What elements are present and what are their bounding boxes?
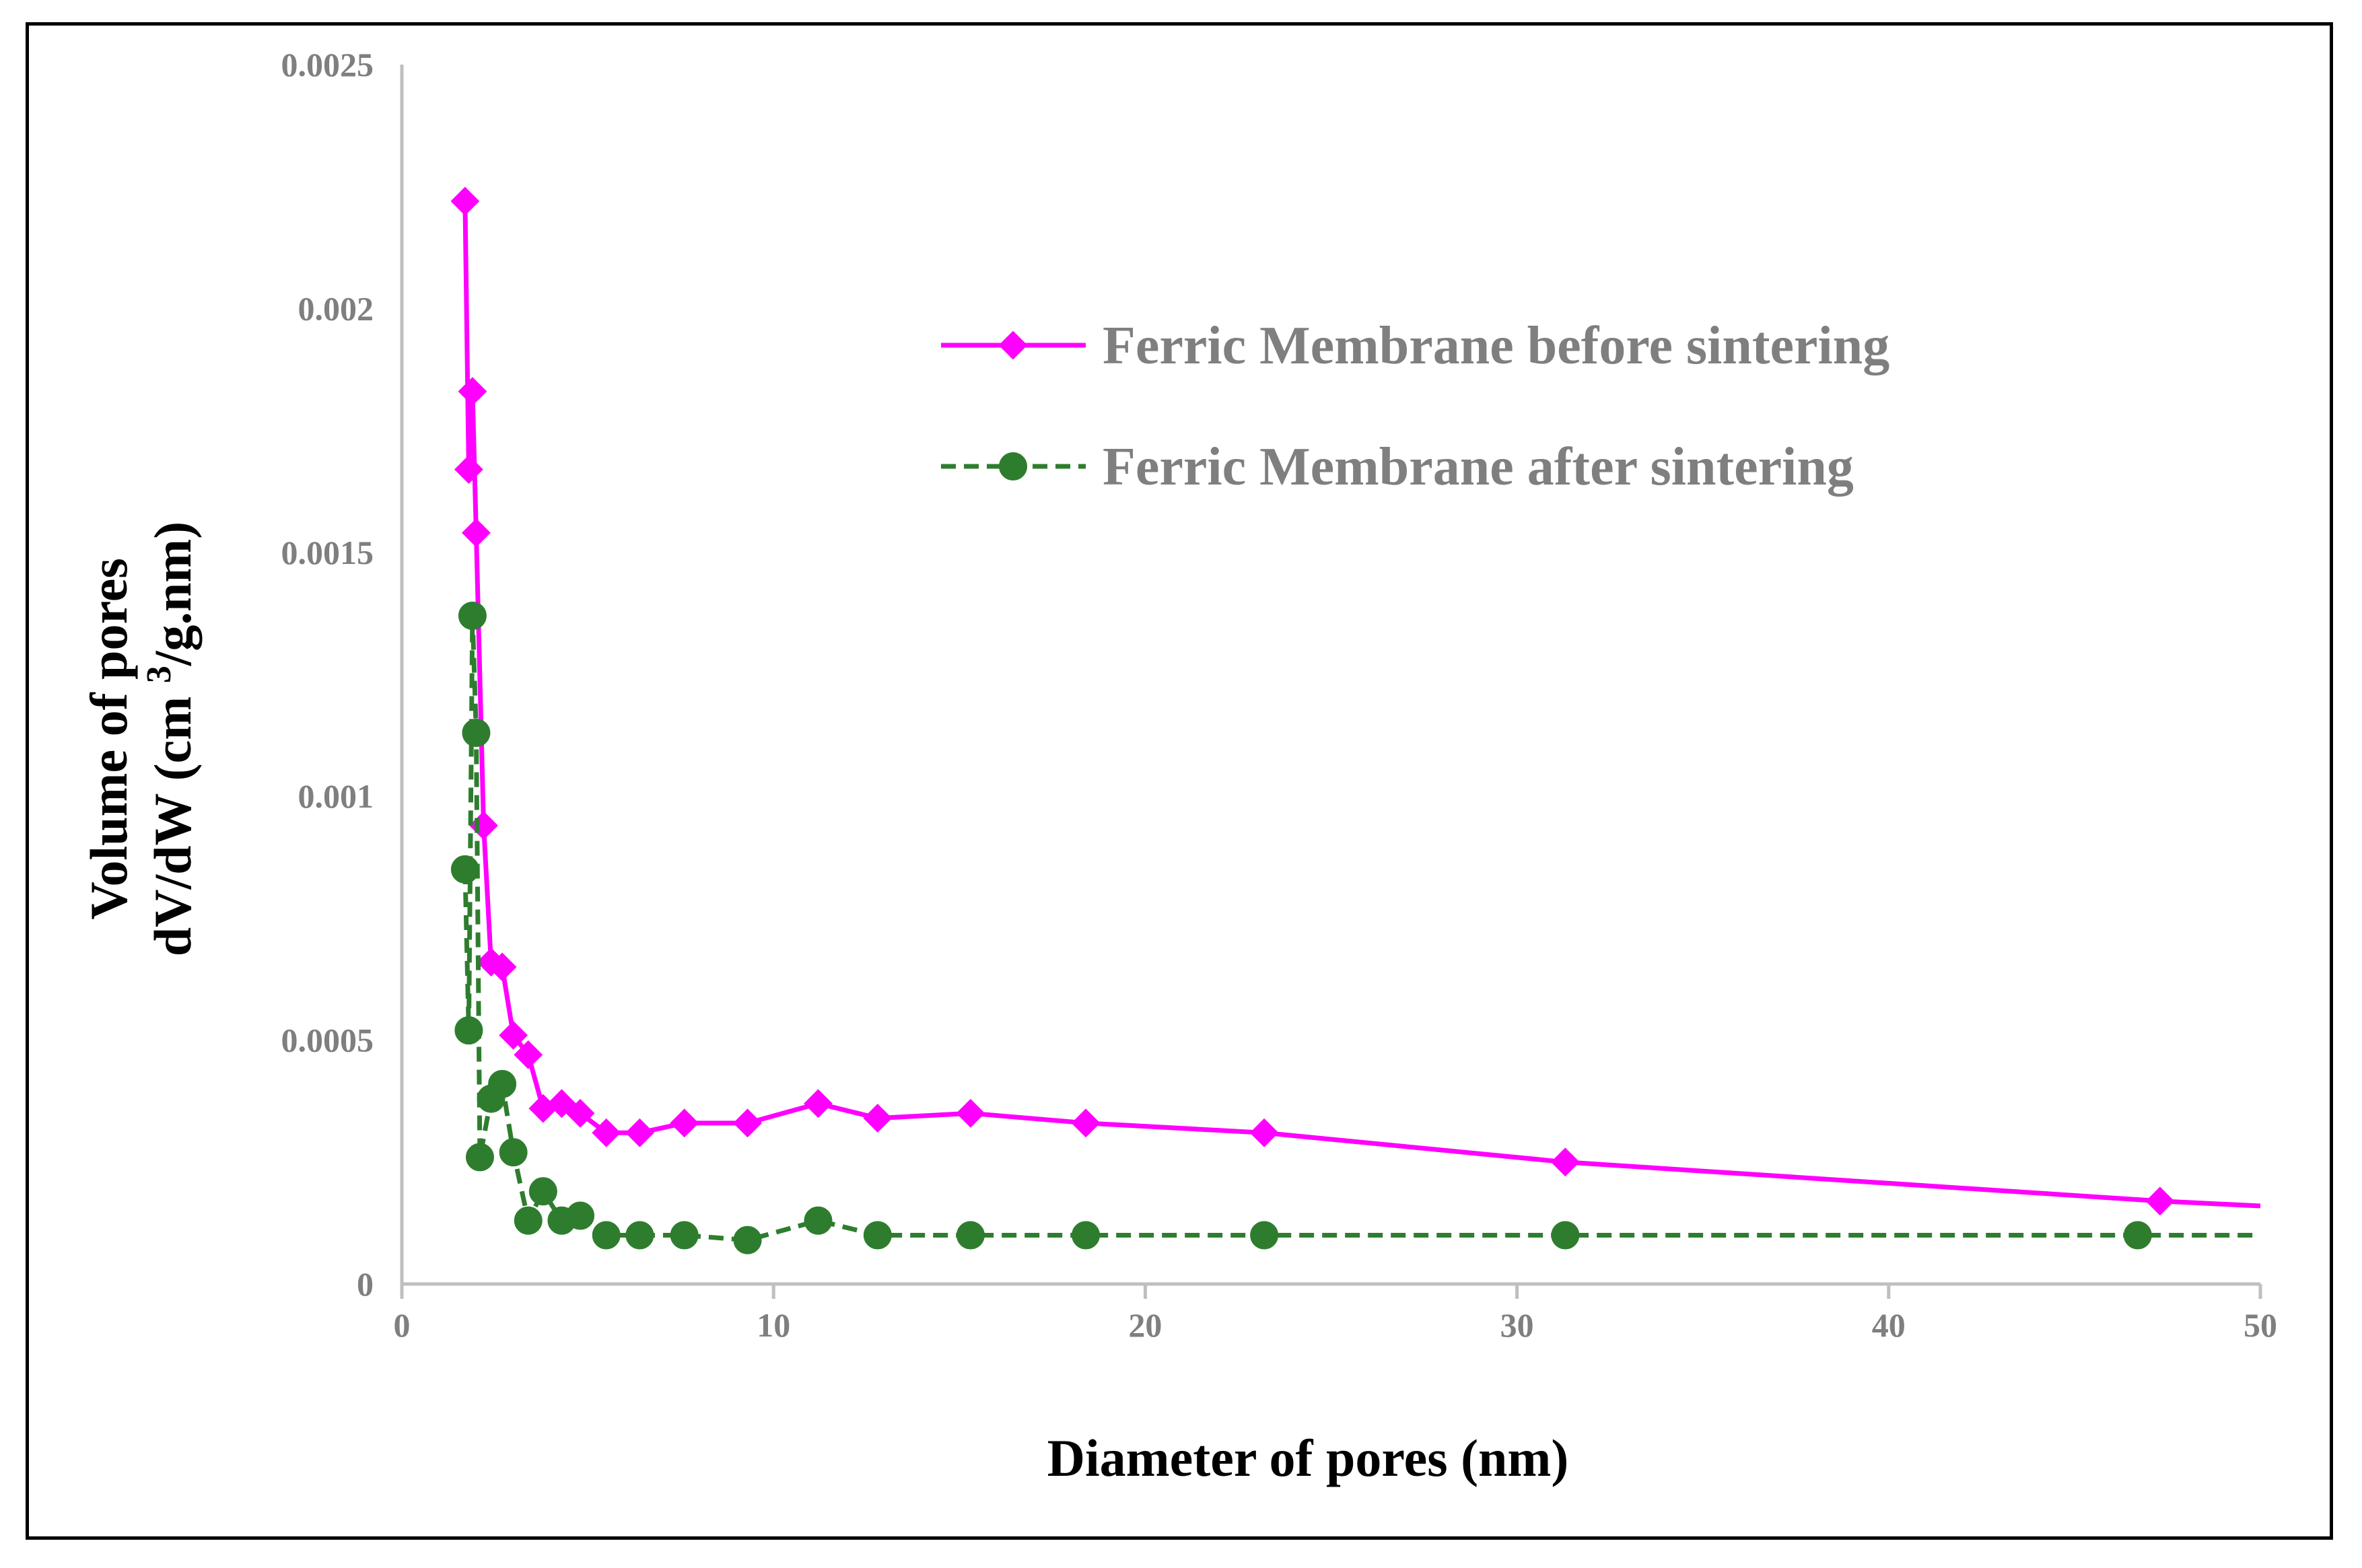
legend: Ferric Membrane before sintering Ferric M… <box>941 316 1889 497</box>
series-line <box>462 201 2261 1209</box>
data-point <box>1249 1118 1279 1147</box>
data-point <box>1072 1221 1101 1250</box>
data-point <box>487 952 517 982</box>
data-point <box>956 1098 985 1128</box>
series-layer <box>450 186 2261 1254</box>
legend-entry: Ferric Membrane after sintering <box>941 437 1854 497</box>
data-point <box>565 1098 595 1128</box>
data-point <box>592 1118 621 1147</box>
y-tick-label: 0.002 <box>298 289 374 327</box>
legend-swatch-marker <box>998 330 1028 360</box>
x-tick-label: 20 <box>1128 1306 1162 1344</box>
data-point <box>733 1108 762 1138</box>
data-point <box>2145 1186 2175 1216</box>
x-tick-label: 30 <box>1500 1306 1534 1344</box>
y-tick-label: 0 <box>357 1265 374 1303</box>
data-point <box>454 1016 483 1045</box>
data-point <box>566 1201 595 1230</box>
data-point <box>450 855 479 884</box>
data-point <box>863 1221 892 1250</box>
x-tick-label: 0 <box>394 1306 411 1344</box>
legend-entry: Ferric Membrane before sintering <box>941 316 1889 376</box>
series-before-sintering <box>450 186 2261 1216</box>
data-point <box>488 1069 517 1098</box>
data-point <box>454 455 483 484</box>
data-point <box>458 377 487 406</box>
y-axis-title: Volume of pores dV/dW (cm 3/g.nm) <box>79 522 202 956</box>
y-axis-title-prefix: dV/dW (cm <box>143 683 202 956</box>
y-axis-title-line2: dV/dW (cm 3/g.nm) <box>140 522 202 956</box>
data-point <box>514 1206 543 1235</box>
data-point <box>956 1221 985 1250</box>
y-tick-label: 0.001 <box>298 777 374 815</box>
data-point <box>499 1138 528 1167</box>
data-point <box>2123 1221 2152 1250</box>
data-point <box>1250 1221 1279 1250</box>
data-point <box>458 602 487 631</box>
data-point <box>1551 1221 1580 1250</box>
legend-swatch-marker <box>999 452 1027 480</box>
data-point <box>547 1089 576 1118</box>
series-after-sintering <box>450 602 2260 1254</box>
x-tick-label: 40 <box>1872 1306 1906 1344</box>
x-axis-title: Diameter of pores (nm) <box>1047 1429 1569 1487</box>
data-point <box>804 1089 833 1118</box>
data-point <box>462 518 491 548</box>
data-point <box>450 186 480 216</box>
y-tick-label: 0.0005 <box>281 1022 374 1059</box>
data-point <box>499 1020 528 1050</box>
y-axis-title-superscript: 3 <box>140 666 178 683</box>
y-tick-label: 0.0025 <box>281 46 374 83</box>
data-point <box>1071 1108 1101 1138</box>
pore-size-distribution-chart: 0 10 20 30 40 50 0 0.0005 0.001 0.0015 0.002 0.0025… <box>79 46 2278 1487</box>
legend-label: Ferric Membrane before sintering <box>1103 316 1889 376</box>
data-point <box>528 1177 557 1206</box>
data-point <box>592 1221 621 1250</box>
data-point <box>469 811 498 841</box>
data-point <box>733 1225 762 1254</box>
y-axis-title-suffix: /g.nm) <box>143 522 202 667</box>
legend-label: Ferric Membrane after sintering <box>1103 437 1854 497</box>
x-tick-label: 10 <box>757 1306 790 1344</box>
y-axis-title-line1: Volume of pores <box>79 558 138 919</box>
data-point <box>863 1104 893 1133</box>
data-point <box>670 1108 699 1138</box>
chart-frame: 0 10 20 30 40 50 0 0.0005 0.001 0.0015 0.002 0.0025… <box>26 22 2333 1540</box>
y-tick-label: 0.0015 <box>281 534 374 571</box>
data-point <box>462 718 491 747</box>
axes: 0 10 20 30 40 50 0 0.0005 0.001 0.0015 0.002 0.0025 <box>281 46 2278 1344</box>
data-point <box>465 1143 494 1172</box>
data-point <box>514 1040 543 1069</box>
data-point <box>804 1206 833 1235</box>
data-point <box>625 1221 654 1250</box>
series-line <box>462 613 2260 1243</box>
data-point <box>670 1221 699 1250</box>
data-point <box>1550 1147 1580 1177</box>
data-point <box>625 1118 654 1147</box>
x-tick-label: 50 <box>2244 1306 2277 1344</box>
